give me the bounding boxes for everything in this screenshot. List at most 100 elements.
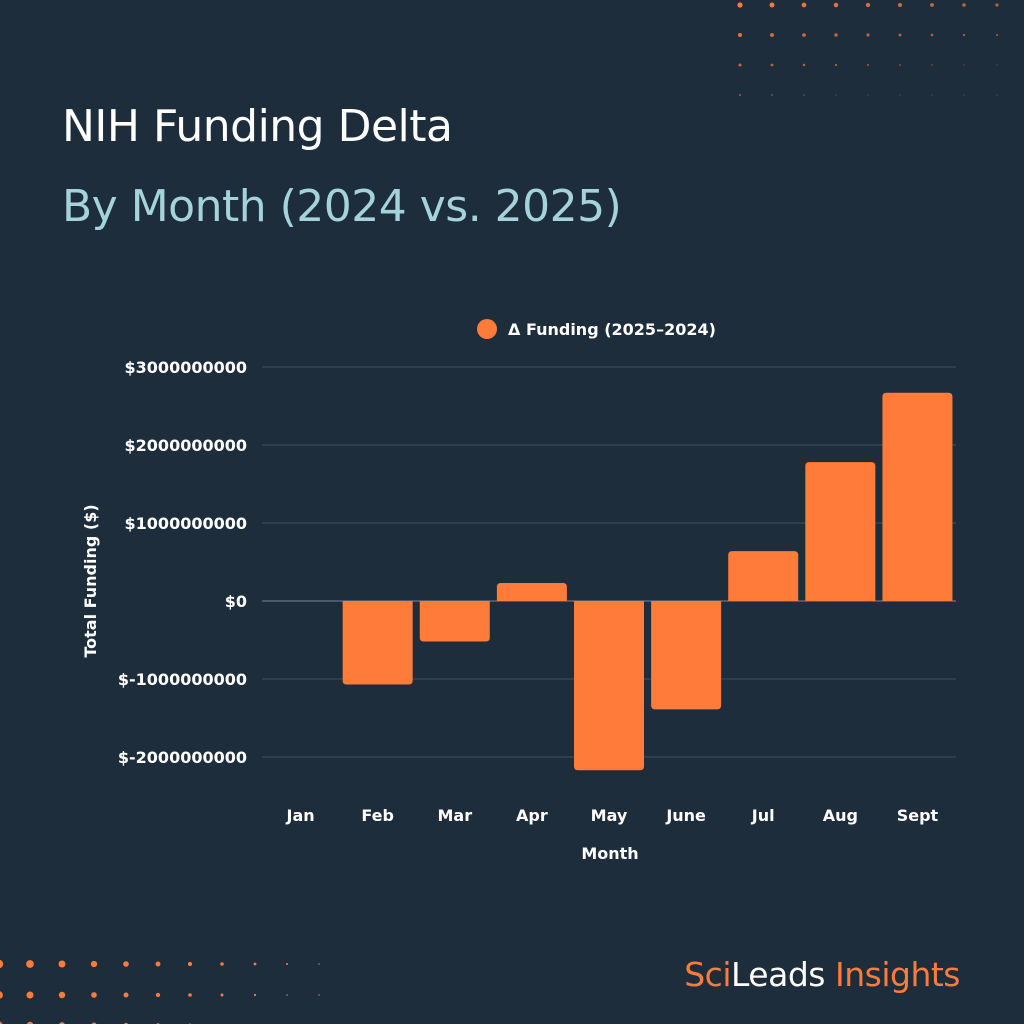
brand-logo: SciLeads Insights bbox=[684, 955, 960, 994]
bar-may bbox=[574, 601, 644, 771]
decor-dot bbox=[898, 3, 902, 7]
x-tick-label: May bbox=[591, 806, 628, 825]
decor-dot bbox=[803, 94, 805, 96]
decor-dot bbox=[91, 992, 97, 998]
decor-dot bbox=[286, 994, 288, 996]
bar-jul bbox=[728, 551, 799, 601]
decor-dot bbox=[833, 2, 839, 8]
decor-dot bbox=[931, 94, 933, 96]
bar-mar bbox=[419, 601, 490, 642]
decor-dot bbox=[26, 1021, 34, 1024]
decor-dot bbox=[220, 962, 224, 966]
decor-dot bbox=[739, 94, 741, 96]
decor-dot bbox=[834, 33, 838, 37]
decor-dot bbox=[963, 94, 965, 96]
decor-dot bbox=[187, 961, 193, 967]
decor-dot bbox=[26, 991, 34, 999]
decor-dot bbox=[930, 3, 934, 7]
brand-insights: Insights bbox=[834, 955, 961, 994]
decor-dot bbox=[769, 2, 775, 8]
decor-dot bbox=[996, 94, 998, 96]
decor-dot bbox=[963, 64, 965, 66]
brand-leads: Leads bbox=[731, 955, 825, 994]
decor-dot bbox=[770, 63, 774, 67]
decor-dot bbox=[26, 960, 34, 968]
x-tick-label: Apr bbox=[516, 806, 548, 825]
decor-dot bbox=[188, 993, 192, 997]
decor-dot bbox=[155, 961, 161, 967]
decor-dot bbox=[90, 960, 98, 968]
decor-dot bbox=[835, 94, 837, 96]
decor-dot bbox=[737, 2, 743, 8]
decor-dot bbox=[865, 2, 871, 8]
decor-dot bbox=[58, 991, 66, 999]
legend: Δ Funding (2025–2024) bbox=[477, 319, 716, 339]
decor-dot bbox=[996, 64, 998, 66]
decor-dot bbox=[834, 63, 838, 67]
decor-dot bbox=[285, 962, 289, 966]
legend-swatch bbox=[477, 319, 497, 339]
page-title: NIH Funding Delta bbox=[62, 101, 453, 152]
x-tick-label: Mar bbox=[437, 806, 472, 825]
y-axis-title: Total Funding ($) bbox=[81, 504, 100, 657]
y-tick-label: $0 bbox=[225, 592, 247, 611]
bar-feb bbox=[342, 601, 413, 685]
x-axis-tick-labels: Jan Feb Mar Apr May June Jul Aug Sept bbox=[285, 806, 938, 825]
y-tick-label: $-2000000000 bbox=[118, 748, 247, 767]
y-tick-label: $1000000000 bbox=[125, 514, 247, 533]
x-axis-title: Month bbox=[581, 844, 638, 863]
bar-sept bbox=[882, 392, 953, 601]
decor-dot bbox=[801, 2, 807, 8]
decor-dot bbox=[802, 63, 806, 67]
decor-dot bbox=[899, 64, 901, 66]
decor-dot bbox=[931, 64, 933, 66]
decor-dot bbox=[802, 33, 806, 37]
decor-dot bbox=[253, 993, 257, 997]
x-tick-label: Sept bbox=[897, 806, 939, 825]
x-tick-label: Feb bbox=[361, 806, 394, 825]
y-tick-label: $2000000000 bbox=[125, 436, 247, 455]
legend-label: Δ Funding (2025–2024) bbox=[508, 320, 716, 339]
x-tick-label: Jul bbox=[751, 806, 775, 825]
page-subtitle: By Month (2024 vs. 2025) bbox=[62, 181, 622, 232]
decor-dot bbox=[737, 32, 743, 38]
x-tick-label: June bbox=[665, 806, 706, 825]
decor-dot bbox=[318, 994, 320, 996]
decor-dot bbox=[898, 33, 902, 37]
decor-dot bbox=[123, 992, 129, 998]
decor-dot bbox=[899, 94, 901, 96]
y-tick-label: $3000000000 bbox=[125, 358, 247, 377]
x-tick-label: Aug bbox=[823, 806, 858, 825]
decor-dot bbox=[995, 3, 999, 7]
brand-sci: Sci bbox=[684, 955, 731, 994]
decor-dot bbox=[962, 3, 966, 7]
decor-dot bbox=[155, 992, 161, 998]
bar-june bbox=[651, 601, 722, 710]
bar-aug bbox=[805, 462, 876, 601]
decor-dot bbox=[771, 94, 773, 96]
y-axis-tick-labels: $3000000000 $2000000000 $1000000000 $0 $-100… bbox=[118, 358, 247, 767]
decor-dot bbox=[738, 63, 742, 67]
bars bbox=[342, 392, 953, 771]
decor-dot bbox=[0, 1021, 3, 1024]
decorative-dots bbox=[0, 2, 999, 1024]
x-tick-label: Jan bbox=[285, 806, 314, 825]
decor-dot bbox=[866, 63, 870, 67]
decor-dot bbox=[220, 993, 224, 997]
decor-dot bbox=[0, 959, 4, 969]
bar-apr bbox=[496, 583, 567, 601]
decor-dot bbox=[866, 33, 870, 37]
decor-dot bbox=[867, 94, 869, 96]
decor-dot bbox=[123, 961, 129, 967]
decor-dot bbox=[995, 33, 999, 37]
y-tick-label: $-1000000000 bbox=[118, 670, 247, 689]
decor-dot bbox=[770, 33, 774, 37]
title-block: NIH Funding Delta By Month (2024 vs. 202… bbox=[62, 100, 622, 234]
decor-dot bbox=[58, 960, 66, 968]
decor-dot bbox=[253, 962, 257, 966]
decor-dot bbox=[930, 33, 934, 37]
decor-dot bbox=[0, 991, 3, 999]
decor-dot bbox=[962, 33, 966, 37]
decor-dot bbox=[318, 963, 320, 965]
